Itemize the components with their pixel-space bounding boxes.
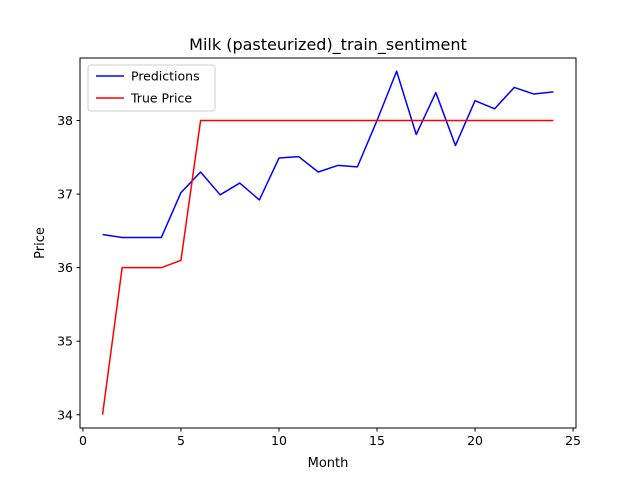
x-tick-label: 5 [177, 433, 185, 448]
legend-label-true-price: True Price [130, 91, 192, 106]
y-tick-label: 36 [57, 260, 73, 275]
x-tick-label: 0 [79, 433, 87, 448]
y-tick-label: 34 [57, 407, 73, 422]
x-tick-label: 25 [565, 433, 581, 448]
x-tick-label: 15 [369, 433, 385, 448]
x-tick-label: 10 [271, 433, 287, 448]
y-axis-label: Price [33, 227, 48, 259]
x-tick-label: 20 [467, 433, 483, 448]
legend: Predictions True Price [87, 64, 216, 112]
series-line-predictions [102, 70, 554, 239]
y-axis-ticks: 34 35 36 37 38 [57, 113, 80, 422]
plot-frame [79, 57, 577, 429]
y-tick-label: 35 [57, 334, 73, 349]
y-tick-label: 37 [57, 187, 73, 202]
x-axis-ticks: 0 5 10 15 20 25 [79, 428, 581, 448]
chart-title: Milk (pasteurized)_train_sentiment [189, 35, 467, 55]
y-tick-label: 38 [57, 113, 73, 128]
legend-label-predictions: Predictions [131, 69, 200, 84]
series-line-true-price [101, 119, 554, 415]
x-axis-label: Month [308, 456, 349, 471]
series-layer [101, 70, 554, 415]
plot-area [80, 58, 576, 428]
